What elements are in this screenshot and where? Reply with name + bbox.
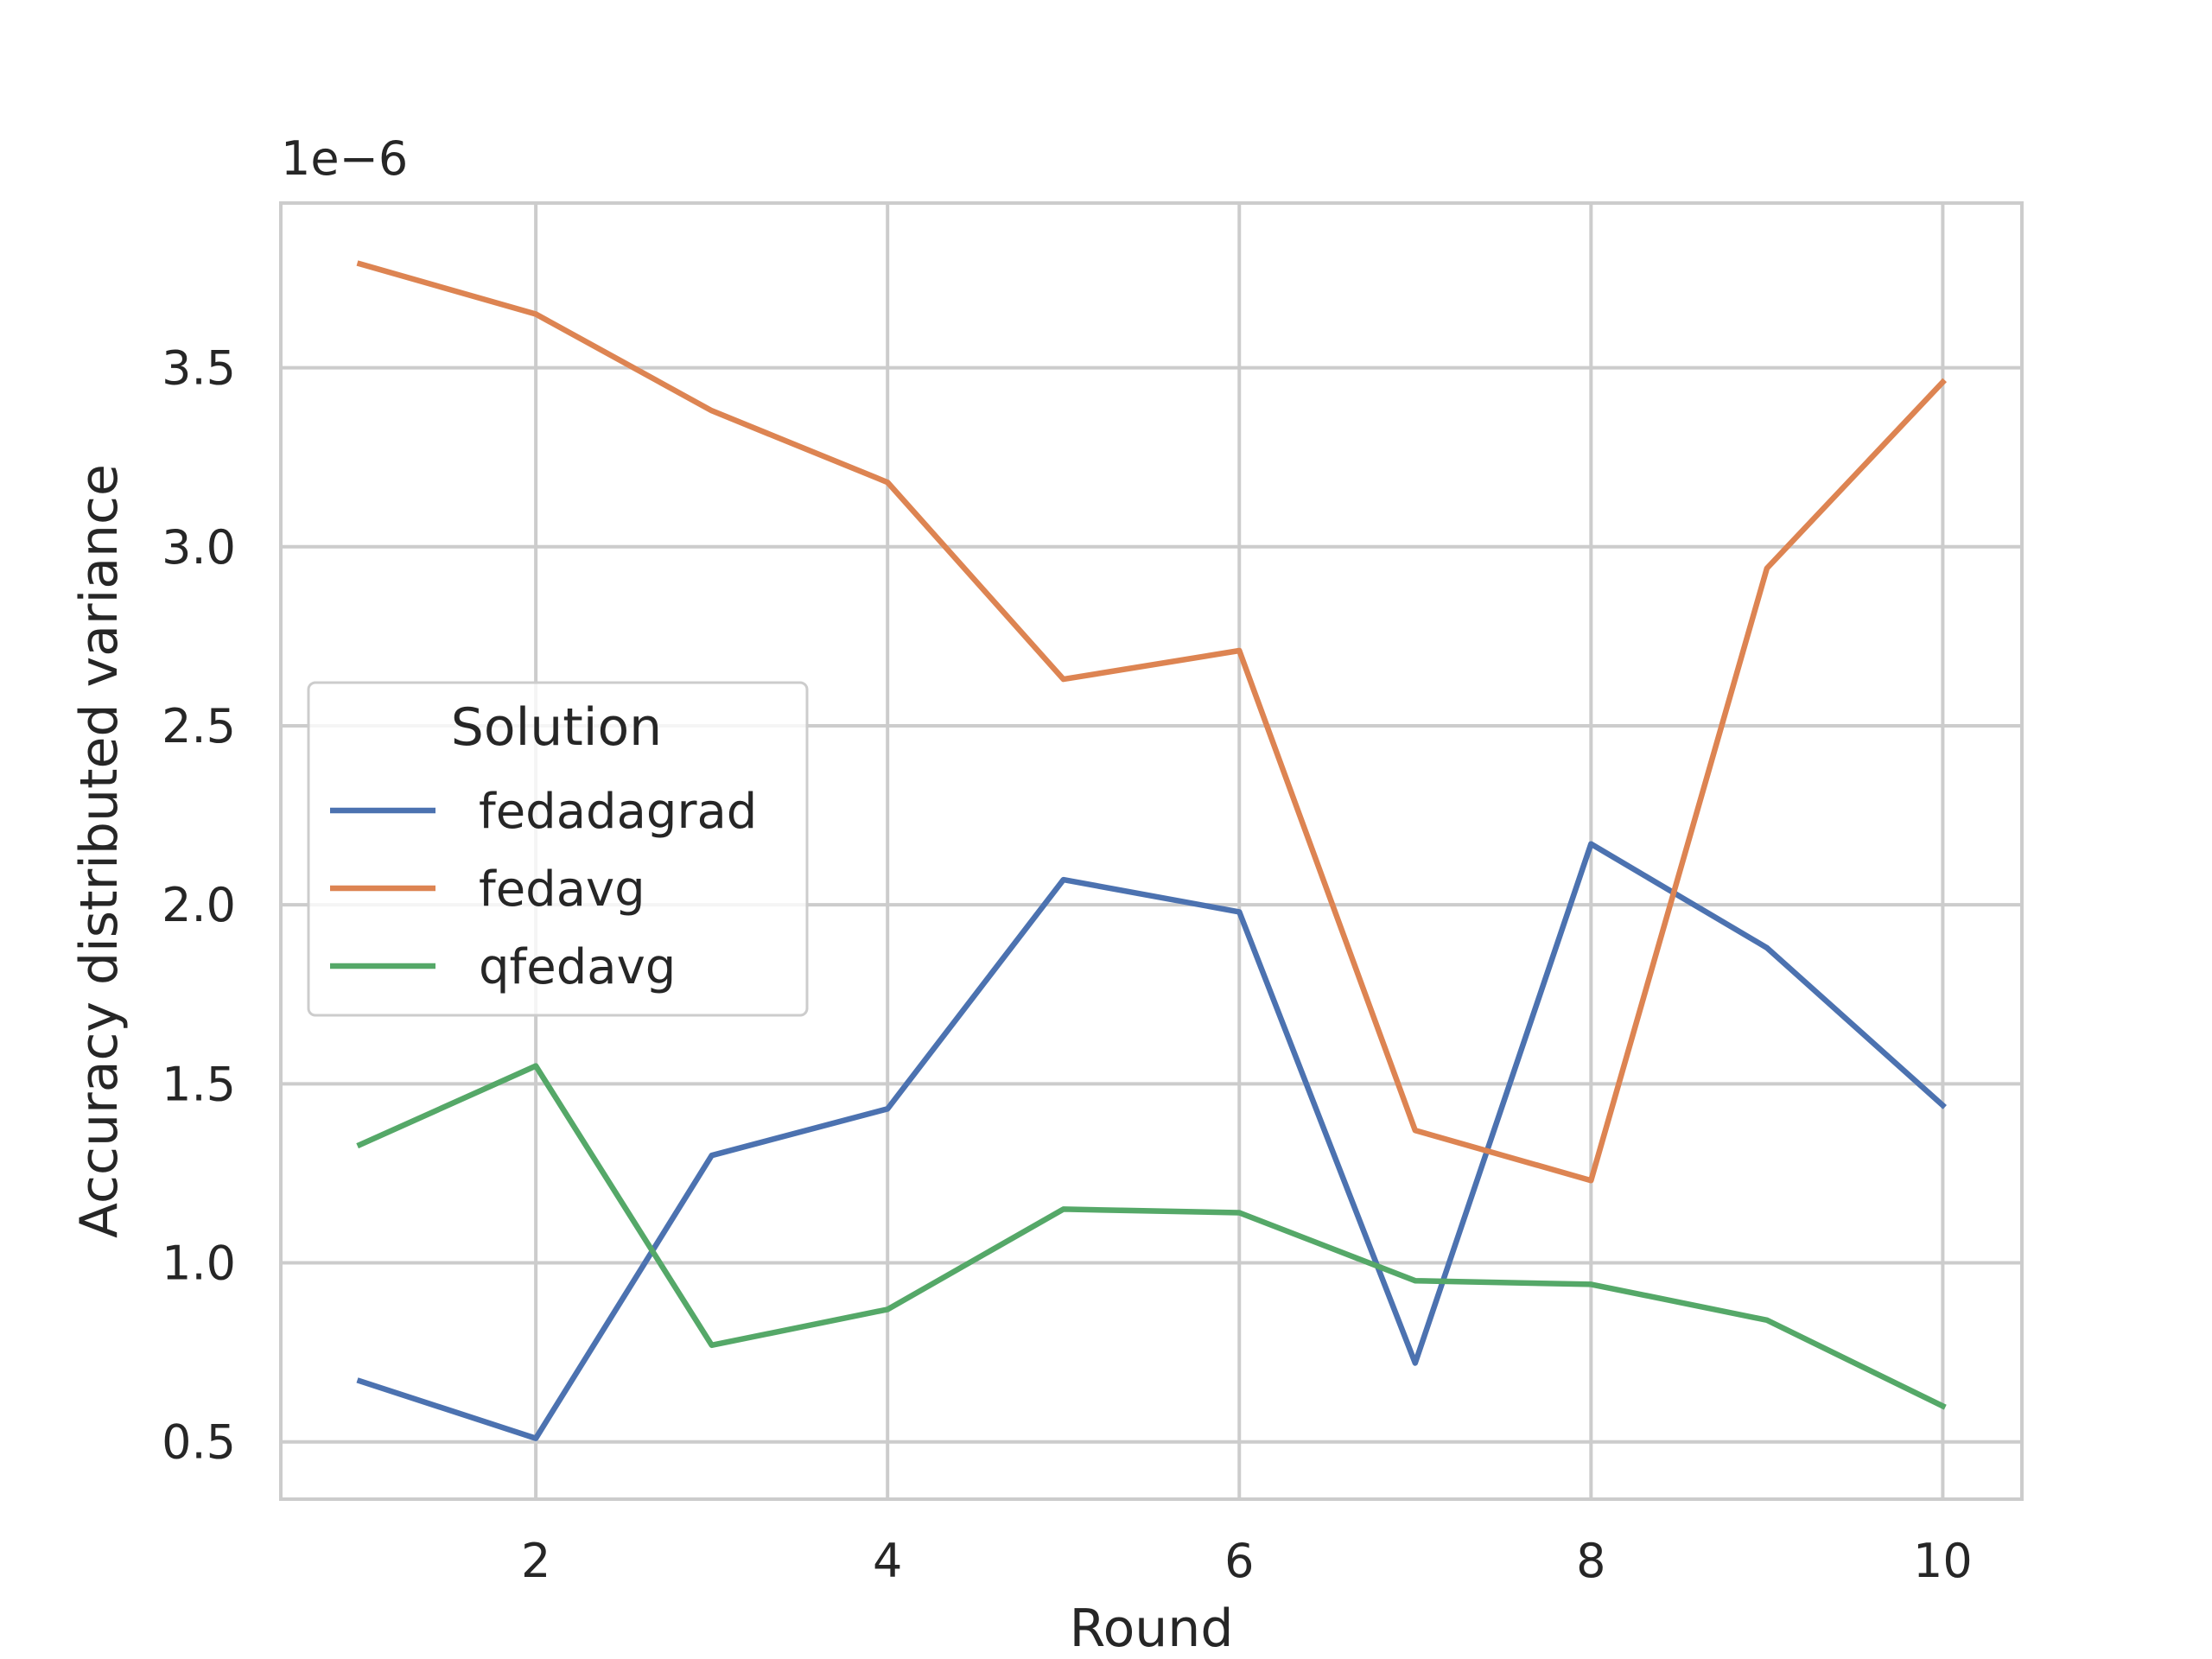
series-line-fedavg: [356, 260, 1947, 1184]
y-tick-label: 0.5: [162, 1415, 236, 1470]
y-tick-label: 2.5: [162, 699, 236, 753]
legend: Solution fedadagrad fedavg qfedavg: [307, 681, 809, 1017]
x-axis-ticks: 2 4 6 8 10: [521, 1534, 1973, 1588]
y-tick-label: 1.0: [162, 1236, 236, 1291]
plot-frame: [279, 201, 2024, 1501]
legend-label-fedadagrad: fedadagrad: [479, 784, 757, 840]
legend-label-fedavg: fedavg: [479, 861, 645, 918]
legend-items: fedadagrad fedavg qfedavg: [330, 784, 757, 995]
legend-box: [307, 681, 809, 1017]
y-tick-label: 3.0: [162, 520, 236, 575]
y-tick-label: 3.5: [162, 341, 236, 396]
series-lines: [356, 260, 1947, 1441]
y-tick-label: 1.5: [162, 1057, 236, 1111]
y-axis-label: Accuracy distributed variance: [69, 464, 130, 1238]
y-tick-label: 2.0: [162, 878, 236, 932]
x-axis-label: Round: [1070, 1599, 1234, 1659]
x-tick-label: 8: [1576, 1534, 1605, 1588]
x-tick-label: 4: [873, 1534, 902, 1588]
series-line-qfedavg: [356, 1063, 1947, 1410]
grid: [281, 203, 2022, 1499]
x-tick-label: 10: [1913, 1534, 1973, 1588]
x-tick-label: 6: [1224, 1534, 1254, 1588]
x-tick-label: 2: [521, 1534, 550, 1588]
y-scale-label: 1e−6: [281, 131, 408, 186]
legend-label-qfedavg: qfedavg: [479, 939, 676, 995]
y-axis-ticks: 0.5 1.0 1.5 2.0 2.5 3.0 3.5: [162, 341, 236, 1470]
series-line-fedadagrad: [356, 841, 1947, 1441]
legend-title: Solution: [451, 697, 662, 758]
